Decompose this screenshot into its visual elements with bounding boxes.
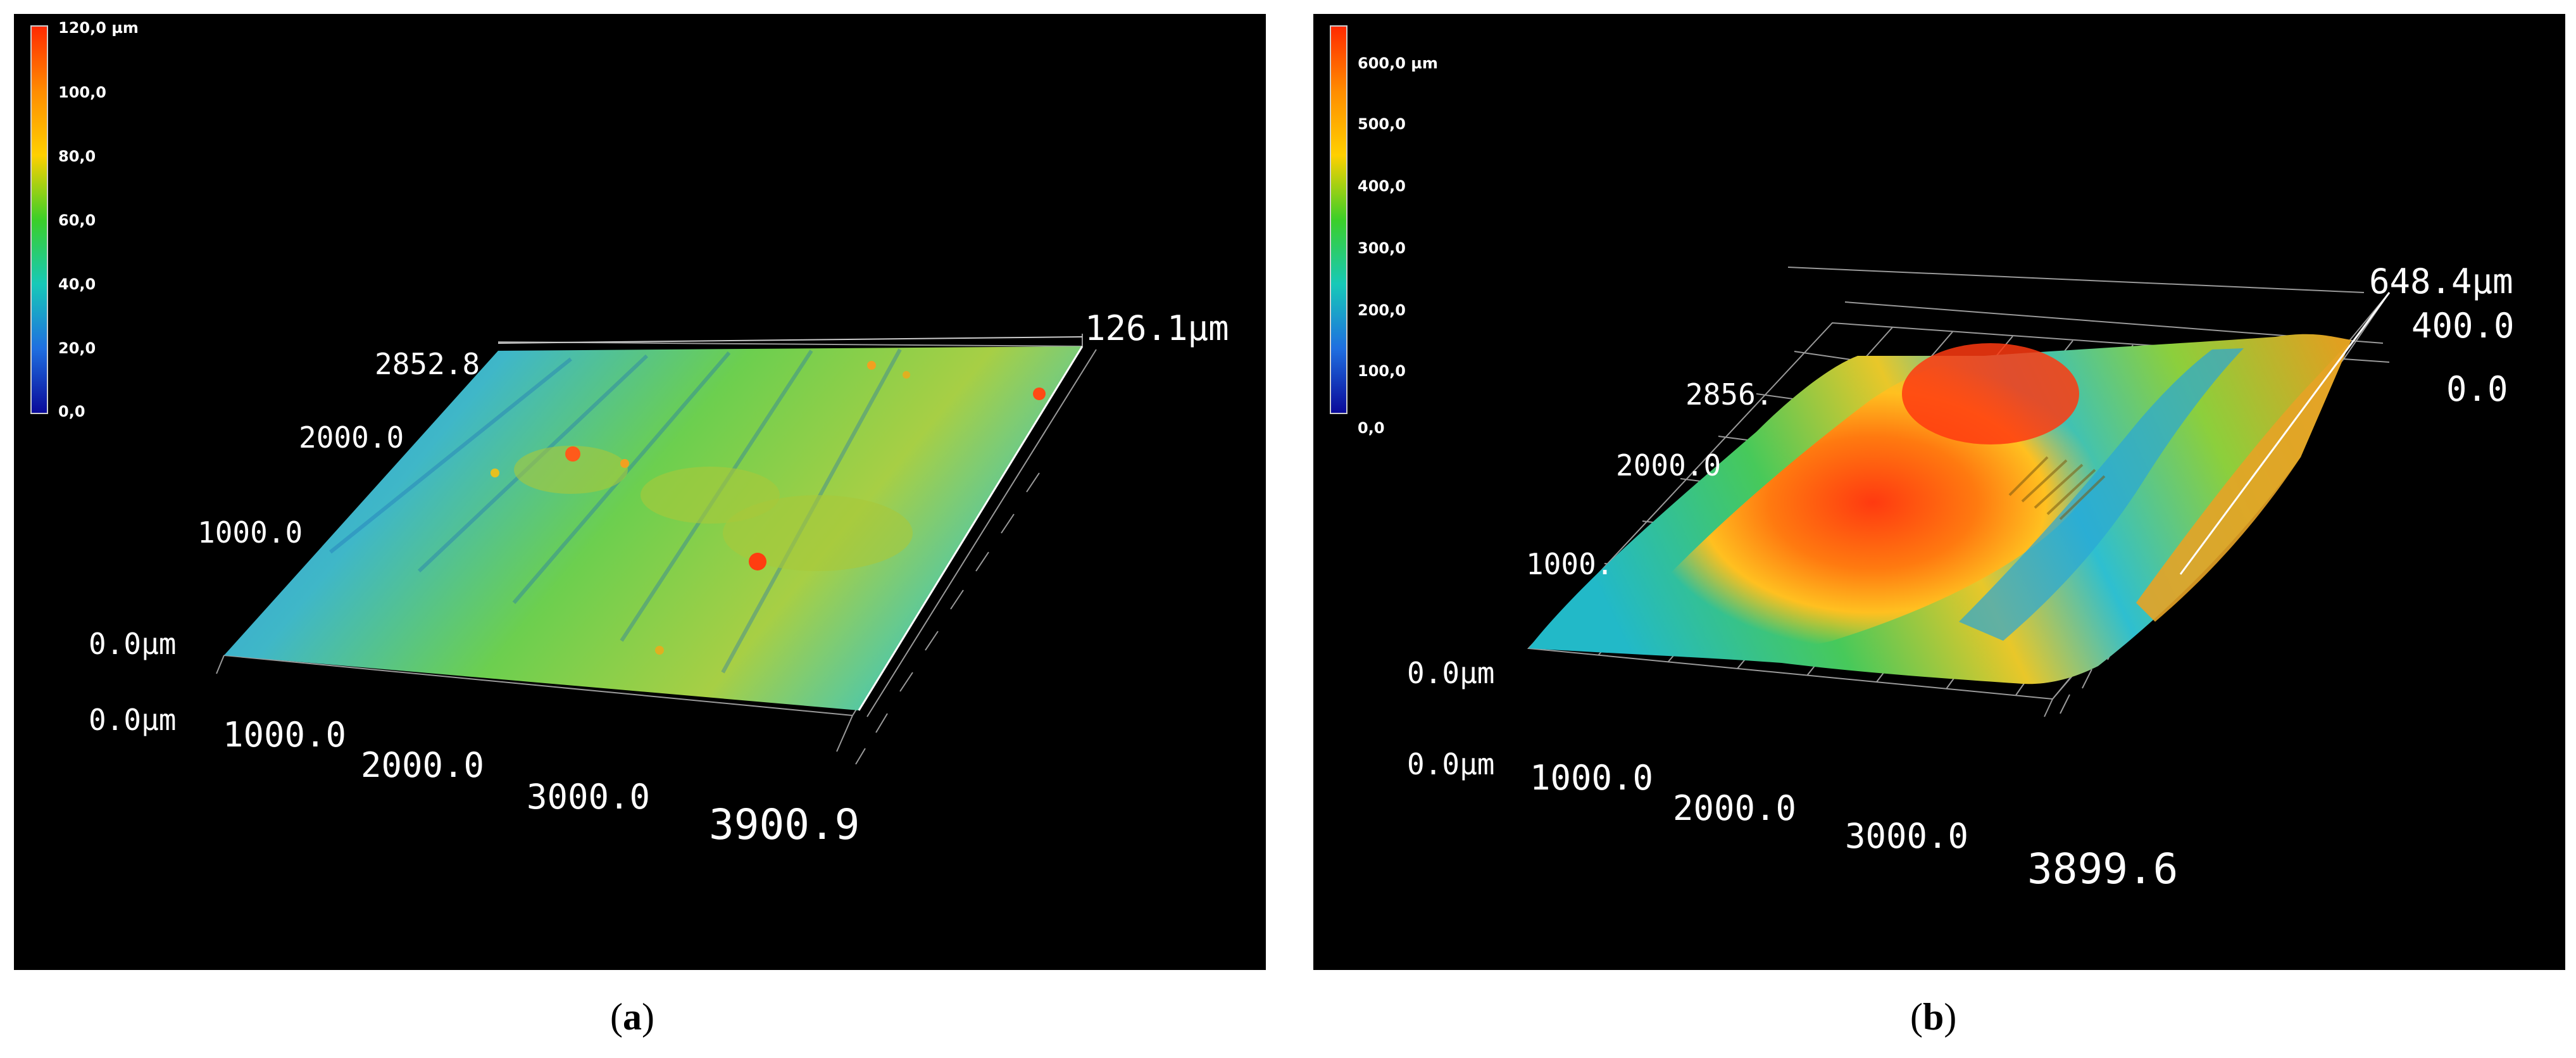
y-zero-label-a: 0.0µm [89,627,177,661]
z-top-label-a: 126.1µm [1085,308,1229,348]
colorbar-a-label-5: 20,0 [58,339,96,357]
colorbar-b-label-2: 400,0 [1358,177,1406,195]
y-2000-label-a: 2000.0 [299,420,404,455]
y-1000-label-b: 1000. [1526,547,1614,581]
z-top-label-b: 648.4µm [2369,261,2513,301]
y-zero-label-b: 0.0µm [1407,656,1495,690]
colorbar-b-label-3: 300,0 [1358,239,1406,257]
colorbar-b-label-0: 600,0 µm [1358,54,1438,72]
surface-peaks-a [491,361,1046,655]
colorbar-b-label-4: 200,0 [1358,301,1406,319]
x-end-label-a: 3900.9 [709,800,860,849]
colorbar-a-label-2: 80,0 [58,148,96,165]
x-1000-label-b: 1000.0 [1530,758,1654,798]
y-1000-label-a: 1000.0 [197,515,303,550]
x-1000-label-a: 1000.0 [223,715,347,755]
colorbar-a-label-4: 40,0 [58,275,96,293]
caption-b-letter: b [1922,996,1944,1038]
surface-plot-b [1527,267,2391,717]
colorbar-a-label-1: 100,0 [58,84,106,101]
colorbar-a-label-6: 0,0 [58,403,85,420]
colorbar-a-label-0: 120,0 µm [58,19,139,37]
y-2000-label-b: 2000.0 [1616,448,1722,482]
profile-panel-a: 120,0 µm 100,0 80,0 60,0 40,0 20,0 0,0 [14,14,1266,970]
edge-line-a [858,346,1084,711]
caption-a: (a) [610,996,654,1038]
surface-a [224,346,1082,710]
x-2000-label-a: 2000.0 [361,745,485,785]
y-top-label-b: 2856. [1685,377,1773,412]
colorbar-b [1330,25,1347,414]
edge-line-b [2179,292,2391,575]
x-zero-label-b: 0.0µm [1407,747,1495,781]
surface-texture-b [2008,456,2106,520]
surface-plot-a [216,334,1097,765]
colorbar-a [30,25,48,414]
x-3000-label-a: 3000.0 [527,777,651,817]
x-3000-label-b: 3000.0 [1845,816,1969,856]
colorbar-b-label-5: 100,0 [1358,362,1406,380]
colorbar-b-label-1: 500,0 [1358,115,1406,133]
z-400-label-b: 400.0 [2411,306,2515,346]
x-zero-label-a: 0.0µm [89,703,177,737]
colorbar-b-label-6: 0,0 [1358,419,1385,437]
caption-b: (b) [1910,996,1957,1038]
caption-a-letter: a [622,996,642,1038]
z-zero-label-b: 0.0 [2446,369,2508,409]
x-2000-label-b: 2000.0 [1673,788,1797,828]
x-end-label-b: 3899.6 [2027,845,2179,893]
colorbar-a-label-3: 60,0 [58,211,96,229]
profile-panel-b: 600,0 µm 500,0 400,0 300,0 200,0 100,0 0… [1313,14,2565,970]
y-top-label-a: 2852.8 [375,347,480,381]
